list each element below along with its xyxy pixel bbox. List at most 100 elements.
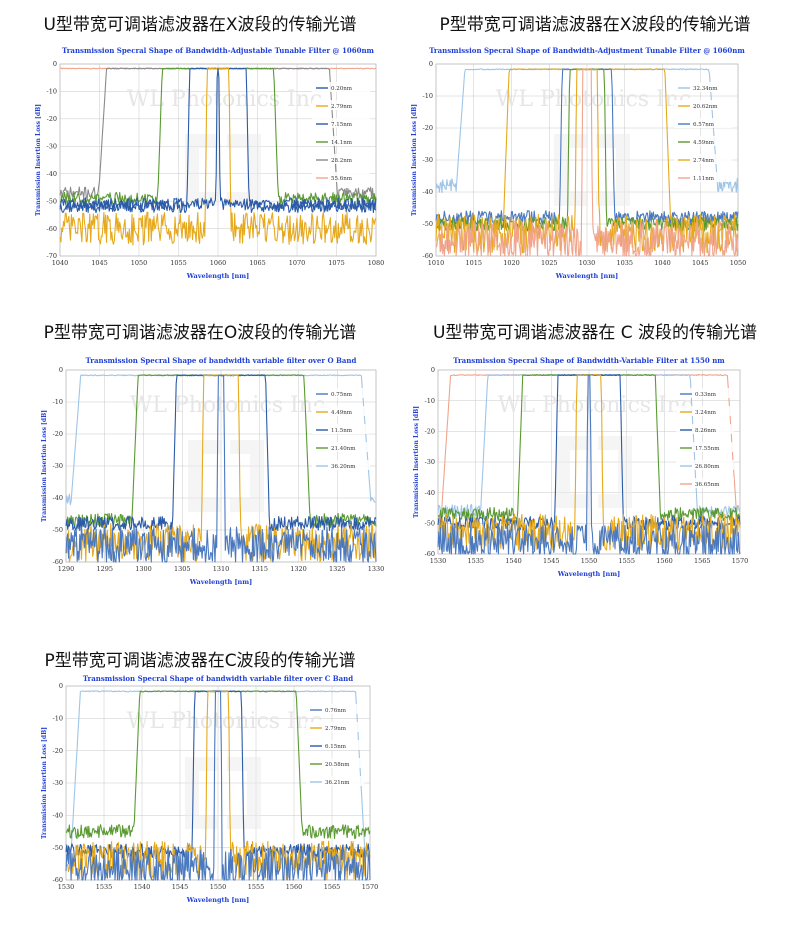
y-tick-label: -20 [423, 124, 433, 132]
panel-heading: P型带宽可调谐滤波器在C波段的传输光谱 [44, 651, 356, 671]
x-tick-label: 1320 [290, 565, 307, 573]
watermark-logo [556, 436, 632, 508]
y-tick-label: -30 [47, 142, 57, 150]
x-tick-label: 1055 [170, 259, 187, 267]
logo-shape [596, 134, 630, 206]
watermark-text: WL Photonics Inc. [498, 393, 701, 418]
x-tick-label: 1535 [96, 883, 113, 891]
legend-bg [312, 424, 370, 434]
x-tick-label: 1325 [329, 565, 346, 573]
x-tick-label: 1290 [58, 565, 75, 573]
legend-label: 1.11nm [693, 176, 715, 182]
y-tick-label: -50 [47, 197, 57, 205]
y-axis-label: Transmission Insertion Loss [dB] [411, 104, 418, 216]
legend-bg [676, 388, 734, 398]
legend-bg [674, 136, 732, 146]
legend-bg [674, 100, 732, 110]
y-tick-label: 0 [431, 366, 435, 374]
legend-bg [312, 388, 370, 398]
x-axis-label: Wavelength [nm] [186, 272, 249, 280]
chart-title: Transmission Specral Shape of bandwidth … [86, 356, 357, 365]
series-line [59, 68, 377, 211]
legend-label: 36.65nm [695, 482, 720, 488]
legend-bg [306, 776, 364, 786]
legend-bg [306, 758, 364, 768]
legend-bg [312, 406, 370, 416]
legend-label: 28.2nm [331, 158, 353, 164]
y-tick-label: 0 [53, 60, 57, 68]
watermark-text: WL Photonics Inc. [130, 393, 333, 418]
x-tick-label: 1555 [618, 557, 635, 565]
y-tick-label: -10 [53, 715, 63, 723]
legend-bg [674, 118, 732, 128]
x-tick-label: 1295 [96, 565, 113, 573]
chart-title: Transmission Specral Shape of Bandwidth-… [62, 46, 375, 55]
y-tick-label: -40 [47, 170, 57, 178]
x-tick-label: 1305 [174, 565, 191, 573]
y-tick-label: -30 [425, 458, 435, 466]
legend-label: 2.79nm [325, 726, 347, 732]
watermark-logo [554, 134, 630, 206]
x-tick-label: 1070 [289, 259, 306, 267]
legend-label: 17.55nm [695, 446, 720, 452]
x-tick-label: 1050 [730, 259, 747, 267]
y-tick-label: -30 [53, 462, 63, 470]
y-tick-label: -20 [47, 115, 57, 123]
y-tick-label: 0 [59, 366, 63, 374]
legend-label: 3.24nm [695, 410, 717, 416]
x-axis-label: Wavelength [nm] [189, 578, 252, 586]
legend-label: 0.33nm [695, 392, 717, 398]
x-axis-label: Wavelength [nm] [186, 896, 249, 904]
legend-label: 2.79nm [331, 104, 353, 110]
series-line [65, 690, 371, 881]
x-axis-label: Wavelength [nm] [555, 272, 618, 280]
x-tick-label: 1025 [541, 259, 558, 267]
spectrum-chart: Transmission Specral Shape of Bandwidth-… [413, 356, 749, 578]
y-tick-label: -40 [425, 489, 435, 497]
legend-label: 32.34nm [693, 86, 718, 92]
x-tick-label: 1560 [286, 883, 303, 891]
legend-bg [306, 704, 364, 714]
x-tick-label: 1550 [581, 557, 598, 565]
legend-bg [676, 424, 734, 434]
series-line [437, 374, 741, 555]
x-tick-label: 1050 [131, 259, 148, 267]
legend-label: 0.76nm [325, 708, 347, 714]
x-tick-label: 1565 [694, 557, 711, 565]
legend-label: 0.20nm [331, 86, 353, 92]
legend-label: 4.59nm [693, 140, 715, 146]
logo-shape [185, 134, 219, 206]
x-tick-label: 1565 [324, 883, 341, 891]
panel-heading: P型带宽可调谐滤波器在X波段的传输光谱 [439, 15, 751, 35]
legend-label: 26.80nm [695, 464, 720, 470]
x-tick-label: 1030 [579, 259, 596, 267]
y-tick-label: -40 [53, 494, 63, 502]
x-tick-label: 1310 [213, 565, 230, 573]
legend-label: 20.62nm [693, 104, 718, 110]
legend-bg [312, 442, 370, 452]
legend-bg [674, 154, 732, 164]
y-tick-label: -50 [53, 526, 63, 534]
logo-shape [598, 436, 632, 508]
y-tick-label: -10 [425, 397, 435, 405]
x-tick-label: 1035 [616, 259, 633, 267]
x-tick-label: 1060 [210, 259, 227, 267]
legend-bg [306, 740, 364, 750]
x-tick-label: 1540 [134, 883, 151, 891]
legend-label: 8.26nm [695, 428, 717, 434]
x-tick-label: 1075 [328, 259, 345, 267]
legend-bg [676, 478, 734, 488]
x-tick-label: 1020 [503, 259, 520, 267]
x-tick-label: 1570 [362, 883, 379, 891]
x-tick-label: 1300 [135, 565, 152, 573]
x-tick-label: 1570 [732, 557, 749, 565]
x-tick-label: 1045 [91, 259, 108, 267]
x-tick-label: 1550 [210, 883, 227, 891]
legend-label: 14.1nm [331, 140, 353, 146]
logo-shape [227, 134, 261, 206]
spectrum-chart: Transmission Specral Shape of bandwidth … [41, 674, 379, 904]
x-tick-label: 1315 [251, 565, 268, 573]
x-tick-label: 1545 [172, 883, 189, 891]
x-tick-label: 1540 [505, 557, 522, 565]
watermark-text: WL Photonics Inc. [127, 87, 330, 112]
